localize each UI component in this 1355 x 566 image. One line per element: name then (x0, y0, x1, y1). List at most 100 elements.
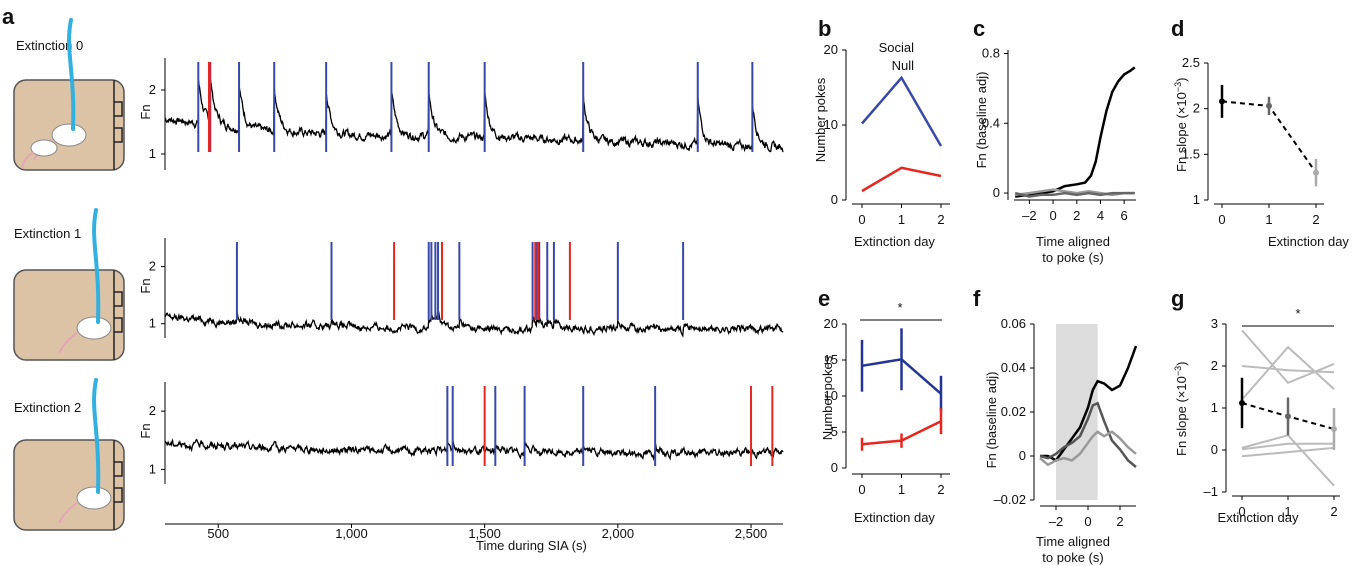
mean-point (1219, 98, 1225, 105)
nose-poke-ports (113, 440, 123, 530)
panel-b-chart: 0 10 20 0 1 2 (824, 42, 950, 227)
individual-line (1241, 446, 1335, 458)
individual-line (1241, 329, 1335, 384)
panel-letter-a: a (2, 4, 15, 29)
individual-line (1241, 345, 1335, 401)
row-label-1: Extinction 1 (14, 226, 81, 241)
trace-y-label: Fn (138, 423, 153, 438)
panel-d-y-tick-label: 1.5 (1182, 146, 1200, 161)
panel-f-x-tick-label: 0 (1084, 514, 1091, 529)
trace-y-tick-label: 1 (149, 146, 156, 161)
trace-x-tick-label: 1,500 (468, 526, 501, 541)
panel-a-xlabel: Time during SIA (s) (476, 538, 587, 553)
trace-x-tick-label: 1,000 (335, 526, 368, 541)
panel-c-chart: 0 0.4 0.8 –2 0 2 4 6 (982, 45, 1136, 223)
nose-poke-ports (113, 270, 123, 360)
panel-g-y-tick-label: 2 (1211, 358, 1218, 373)
chamber-box (13, 439, 125, 531)
panel-d-y-tick-label: 1 (1193, 192, 1200, 207)
panel-e-star: * (897, 300, 902, 315)
panel-g-ylabel-end: ) (1174, 362, 1189, 366)
chamber-illustrations: Extinction 0 Extinction 1 Extinction 2 (13, 18, 125, 531)
panel-f-x-tick-label: 2 (1116, 514, 1123, 529)
panel-d-y-tick-label: 2.5 (1182, 55, 1200, 70)
panel-a-traces: 1 2 Fn 1 2 Fn 1 2 Fn 500 1,000 1,500 2,000 2,500 (138, 58, 784, 541)
panel-d-chart: 1 1.5 2 2.5 0 1 2 (1182, 55, 1324, 227)
mouse-tail (58, 502, 78, 524)
panel-g-x-tick-label: 2 (1330, 504, 1337, 519)
panel-b-y-tick-label: 0 (831, 192, 838, 207)
mouse-tail (58, 332, 78, 354)
mean-point (1239, 399, 1245, 406)
series-line-1 (1039, 401, 1137, 468)
series-line-0 (1015, 66, 1136, 198)
panel-e-y-tick-label: 10 (824, 388, 838, 403)
series-line-0 (1040, 345, 1138, 463)
panel-g-y-tick-label: 3 (1211, 316, 1218, 331)
panel-f-y-tick-label: 0.06 (1001, 316, 1026, 331)
panel-d-x-tick-label: 2 (1312, 212, 1319, 227)
panel-e-y-tick-label: 15 (824, 352, 838, 367)
legend-null: Null (892, 58, 915, 73)
trace-x-tick-label: 2,000 (602, 526, 635, 541)
panel-c-y-tick-label: 0 (993, 185, 1000, 200)
panel-f-y-tick-label: –0.02 (993, 492, 1026, 507)
mean-point (1266, 102, 1272, 109)
panel-letter-c: c (973, 16, 985, 41)
panel-f-y-tick-label: 0.02 (1001, 404, 1026, 419)
panel-g-chart: –1 0 1 2 3 0 1 2 (1204, 316, 1340, 519)
panel-c-x-tick-label: 2 (1073, 208, 1080, 223)
panel-f-xlabel-1: Time aligned (1036, 534, 1110, 549)
mean-point (1313, 169, 1319, 176)
panel-f-y-tick-label: 0 (1019, 448, 1026, 463)
panel-g-ylabel-main: Fn slope (×10 (1174, 376, 1189, 456)
individual-line (1241, 442, 1334, 451)
panel-d-ylabel-exp: −3 (1173, 82, 1183, 92)
panel-f-x-tick-label: –2 (1049, 514, 1063, 529)
panel-c-xlabel-1: Time aligned (1036, 234, 1110, 249)
panel-c-x-tick-label: 4 (1097, 208, 1104, 223)
mouse-body (76, 316, 112, 340)
fluorescence-trace (164, 310, 784, 338)
trace-y-label: Fn (138, 104, 153, 119)
stimulus-mouse (30, 139, 58, 157)
panel-g-xlabel: Extinction day (1218, 510, 1299, 525)
panel-e-chart: 0 5 10 15 20 0 1 2 (824, 316, 950, 497)
trace-x-tick-label: 2,500 (735, 526, 768, 541)
fiber-optic-cable (67, 18, 76, 131)
panel-b-x-tick-label: 2 (937, 212, 944, 227)
panel-g-ylabel: Fn slope (×10−3) (1173, 362, 1189, 456)
panel-f-ylabel: Fn (baseline adj) (984, 372, 999, 469)
mean-point (1285, 413, 1291, 420)
chamber-box (13, 269, 125, 361)
panel-letter-f: f (973, 286, 981, 311)
individual-line (1241, 365, 1335, 374)
series-null-line (861, 166, 942, 193)
mouse-body (51, 123, 87, 147)
fluorescence-trace (164, 438, 784, 462)
panel-e-x-tick-label: 2 (937, 482, 944, 497)
trace-y-label: Fn (138, 278, 153, 293)
panel-b-ylabel: Number pokes (813, 77, 828, 162)
panel-g-ylabel-exp: −3 (1173, 366, 1183, 376)
panel-g-star: * (1295, 306, 1300, 321)
panel-d-x-tick-label: 0 (1218, 212, 1225, 227)
panel-e-y-tick-label: 20 (824, 316, 838, 331)
panel-letter-d: d (1171, 16, 1184, 41)
panel-d-xlabel: Extinction day (1268, 234, 1349, 249)
trace-y-tick-label: 1 (149, 461, 156, 476)
fluorescence-trace (164, 78, 784, 153)
legend-social: Social (879, 40, 915, 55)
panel-c-y-tick-label: 0.8 (982, 45, 1000, 60)
panel-c-y-tick-label: 0.4 (982, 115, 1000, 130)
row-label-2: Extinction 2 (14, 400, 81, 415)
panel-f-chart: –0.02 0 0.02 0.04 0.06 –2 0 2 (993, 316, 1138, 529)
panel-b-x-tick-label: 1 (898, 212, 905, 227)
row-label-0: Extinction 0 (16, 38, 83, 53)
series-line-2 (1014, 191, 1135, 198)
panel-g-x-tick-label: 1 (1284, 504, 1291, 519)
stimulus-mouse-tail (21, 151, 35, 169)
panel-b-y-tick-label: 10 (824, 117, 838, 132)
panel-d-ylabel-end: ) (1174, 78, 1189, 82)
